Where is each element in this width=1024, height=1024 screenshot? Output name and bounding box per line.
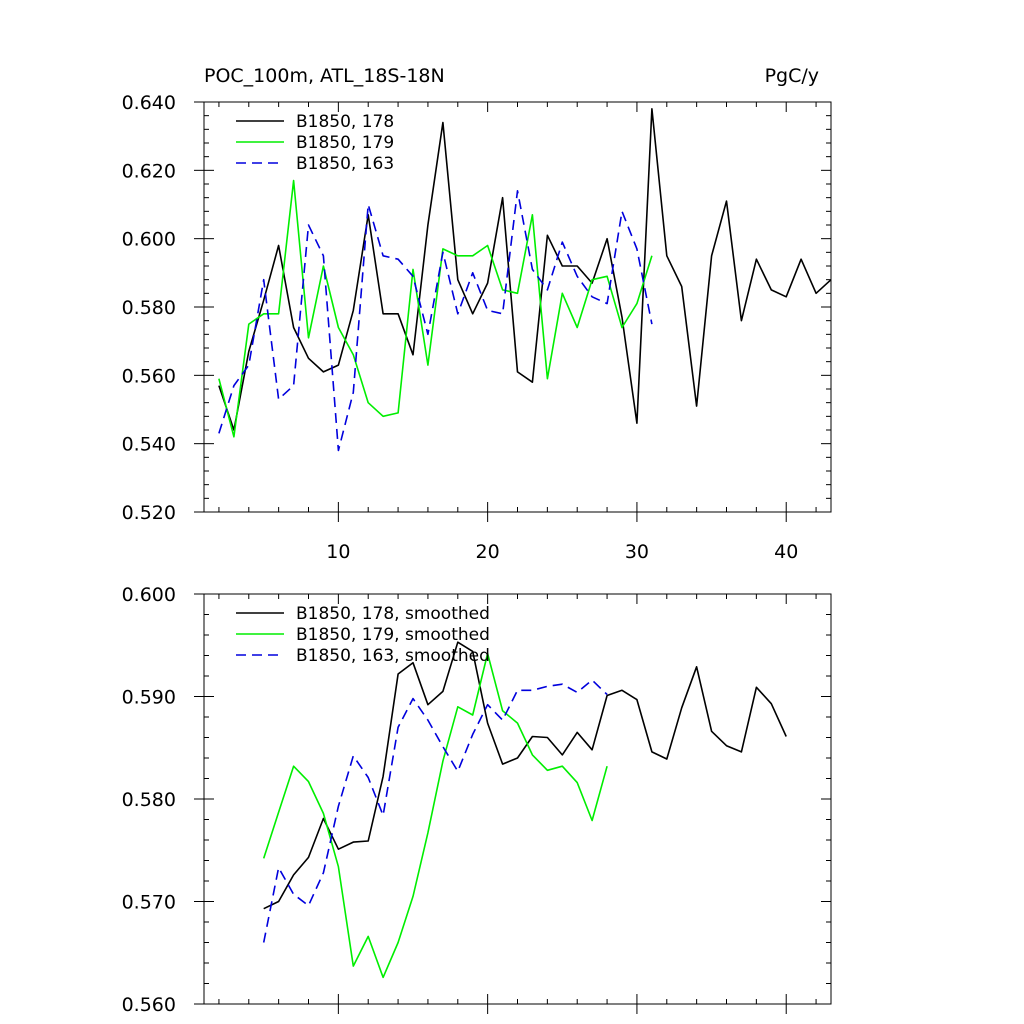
y-tick-label: 0.580: [122, 297, 176, 319]
y-tick-label: 0.520: [122, 502, 176, 524]
x-tick-label: 20: [476, 541, 500, 563]
x-tick-label: 10: [326, 541, 350, 563]
y-tick-label: 0.620: [122, 160, 176, 182]
bottom-panel: 0.560 0.570 0.580 0.590 0.600 B1850, 178, smo…: [122, 584, 832, 1016]
series-line-0: [263, 641, 787, 910]
y-tick-label: 0.640: [122, 92, 176, 114]
y-tick-label: 0.590: [122, 687, 176, 709]
series-line-1: [262, 652, 608, 979]
y-tick-label: 0.600: [122, 229, 176, 251]
chart-title: POC_100m, ATL_18S-18N: [204, 65, 445, 87]
series-line-2: [262, 679, 608, 943]
series-line-1: [218, 179, 653, 438]
x-tick-label: 40: [774, 541, 798, 563]
legend-label-2: B1850, 163, smoothed: [296, 646, 490, 666]
y-tick-label: 0.580: [122, 789, 176, 811]
y-tick-label: 0.600: [122, 584, 176, 606]
y-tick-label: 0.560: [122, 365, 176, 387]
legend-label-0: B1850, 178, smoothed: [296, 604, 490, 624]
legend-label-1: B1850, 179: [296, 133, 394, 153]
legend-label-2: B1850, 163: [296, 154, 394, 174]
y-tick-label: 0.560: [122, 994, 176, 1016]
legend-label-1: B1850, 179, smoothed: [296, 625, 490, 645]
y-tick-label: 0.540: [122, 434, 176, 456]
y-tick-label: 0.570: [122, 892, 176, 914]
series-line-0: [218, 108, 832, 431]
units-label: PgC/y: [765, 65, 819, 87]
top-panel: POC_100m, ATL_18S-18N PgC/y 10 20 30 40 0.52…: [122, 65, 832, 563]
legend-label-0: B1850, 178: [296, 112, 394, 132]
x-tick-label: 30: [625, 541, 649, 563]
